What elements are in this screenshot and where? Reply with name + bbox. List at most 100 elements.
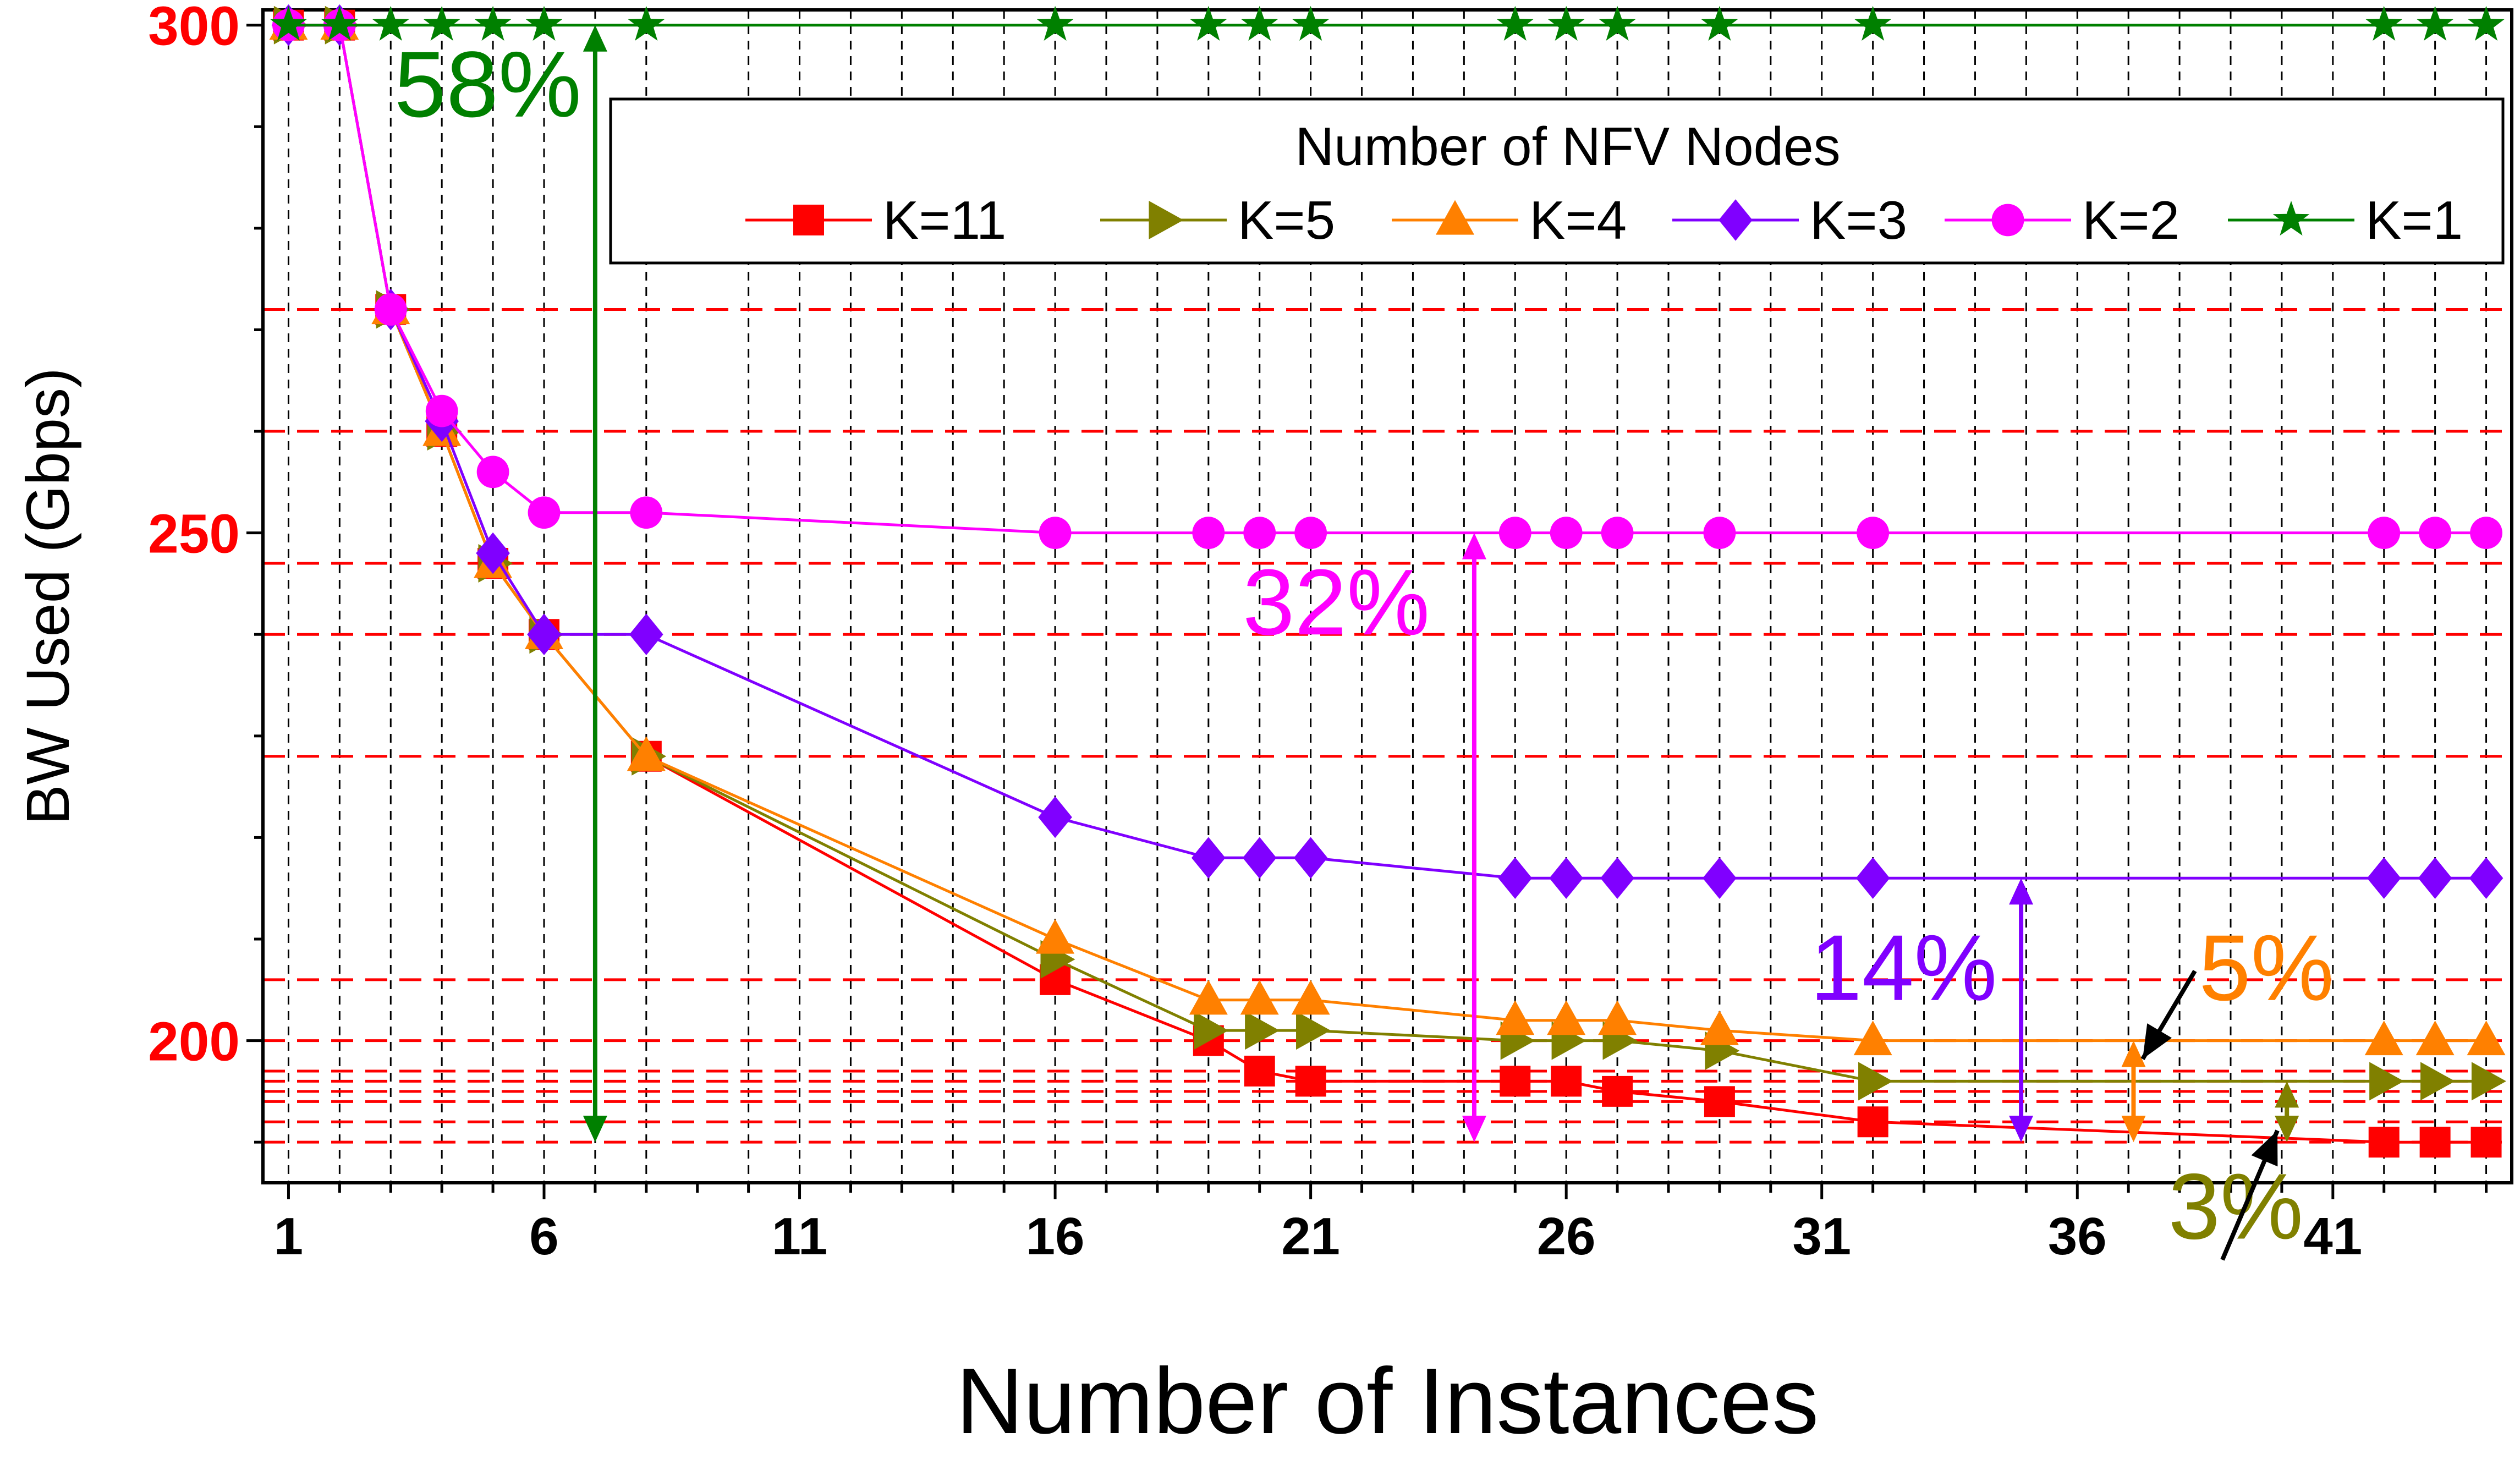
data-point <box>1039 517 1072 550</box>
annotations-layer: 58% 32% 14% 5% 3% <box>394 25 2334 1261</box>
data-point <box>2367 857 2401 899</box>
legend-marker <box>2272 201 2310 236</box>
data-point <box>1601 517 1634 550</box>
x-axis-ticks: 1 6 11 16 21 26 31 36 41 <box>274 1183 2488 1266</box>
arrowhead <box>583 1116 607 1143</box>
data-point <box>1294 517 1327 550</box>
arrowhead <box>2275 1116 2299 1143</box>
y-tick-label: 250 <box>148 503 240 565</box>
x-tick-label: 1 <box>274 1207 303 1266</box>
data-point <box>1853 1020 1892 1056</box>
data-point <box>1038 796 1072 838</box>
data-point <box>1192 517 1225 550</box>
data-point <box>1703 517 1736 550</box>
legend-label: K=4 <box>1529 190 1627 250</box>
legend: Number of NFV Nodes K=11 K=5 K=4 K=3 K=2 K=1 <box>609 97 2505 265</box>
y-axis-label: BW Used (Gbps) <box>14 367 82 825</box>
annotation-label: 3% <box>2168 1155 2303 1259</box>
data-point <box>2415 1020 2455 1056</box>
x-tick-label: 31 <box>1792 1207 1851 1266</box>
data-point <box>1190 6 1227 41</box>
data-point <box>1293 837 1328 879</box>
annotation-label: 14% <box>1810 916 1997 1020</box>
data-point <box>2470 1127 2502 1158</box>
y-tick-label: 200 <box>148 1011 240 1073</box>
data-point <box>1551 1066 1582 1097</box>
data-point <box>374 293 407 326</box>
arrowhead <box>2009 878 2034 905</box>
legend-entry-k4: K=4 <box>1392 190 1627 250</box>
arrowhead <box>2275 1081 2299 1108</box>
data-point <box>1547 6 1585 41</box>
data-point <box>1498 517 1531 550</box>
data-point <box>1704 1086 1735 1117</box>
arrowhead <box>583 25 607 52</box>
data-point <box>2369 1062 2404 1101</box>
data-point <box>1701 6 1738 41</box>
data-point <box>1242 837 1277 879</box>
legend-entry-k2: K=2 <box>1945 190 2179 250</box>
pointer-head <box>2143 1023 2172 1059</box>
data-point <box>2368 517 2401 550</box>
data-point <box>476 456 509 489</box>
arrowhead <box>1462 1116 1486 1143</box>
legend-marker <box>1436 200 1474 235</box>
data-point <box>627 736 666 771</box>
data-point <box>2467 1020 2506 1056</box>
x-tick-label: 6 <box>529 1207 558 1266</box>
data-point <box>1547 1000 1586 1035</box>
data-point <box>2368 1127 2400 1158</box>
data-point <box>2471 1062 2506 1101</box>
data-point <box>2418 857 2452 899</box>
annotation-5-percent: 5% <box>2121 916 2334 1143</box>
series-k2 <box>272 9 2502 550</box>
annotation-58-percent: 58% <box>394 25 607 1143</box>
plot-frame <box>261 8 2513 1184</box>
data-point <box>1291 980 1330 1015</box>
legend-label: K=2 <box>2082 190 2179 250</box>
data-point <box>1500 1066 1531 1097</box>
data-point <box>527 613 561 656</box>
x-tick-label: 41 <box>2303 1207 2362 1266</box>
data-point <box>2364 1020 2403 1056</box>
data-point <box>1496 1000 1535 1035</box>
data-point <box>474 6 512 41</box>
data-point <box>1244 1055 1275 1087</box>
data-point <box>1243 517 1276 550</box>
data-point <box>2469 857 2503 899</box>
data-point <box>1599 6 1636 41</box>
legend-label: K=1 <box>2365 190 2463 250</box>
data-point <box>2417 6 2453 41</box>
data-point <box>1036 6 1074 41</box>
data-point <box>423 6 460 41</box>
pointer-arrow <box>2220 1129 2280 1261</box>
data-point <box>1194 1011 1229 1050</box>
x-tick-label: 36 <box>2048 1207 2107 1266</box>
legend-entry-k11: K=11 <box>745 190 1006 250</box>
legend-marker <box>1991 204 2024 237</box>
data-point <box>2468 6 2505 41</box>
annotation-label: 58% <box>394 32 581 137</box>
data-point <box>270 6 307 41</box>
data-point <box>425 394 458 427</box>
arrowhead <box>2009 1116 2034 1143</box>
x-tick-label: 11 <box>772 1207 827 1266</box>
data-point <box>1241 6 1278 41</box>
data-point <box>1600 857 1634 899</box>
y-axis-ticks: 200 250 300 <box>148 0 263 1144</box>
data-point <box>1036 919 1075 954</box>
data-point <box>1192 837 1226 879</box>
legend-entries: K=11 K=5 K=4 K=3 K=2 K=1 <box>745 190 2463 250</box>
data-point <box>1245 1011 1280 1050</box>
data-point <box>528 496 561 529</box>
data-point <box>629 613 663 656</box>
data-point <box>1189 980 1228 1015</box>
pointer-arrow <box>2140 969 2197 1061</box>
axes-layer <box>261 8 2513 1184</box>
data-point <box>1703 857 1737 899</box>
legend-title: Number of NFV Nodes <box>1295 116 1840 177</box>
data-point <box>1854 6 1891 41</box>
data-point <box>1858 1062 1893 1101</box>
data-point <box>372 6 409 41</box>
